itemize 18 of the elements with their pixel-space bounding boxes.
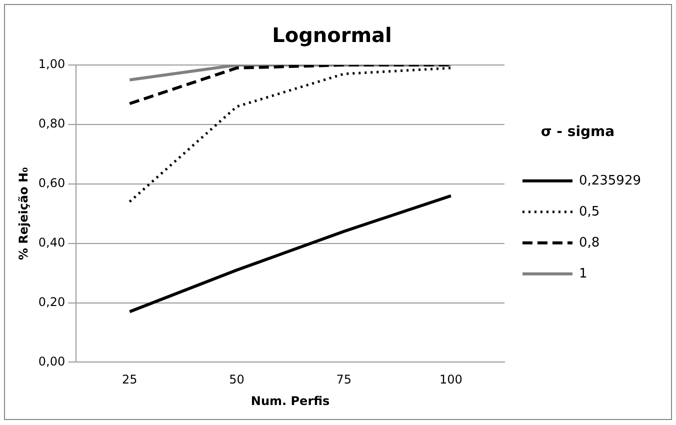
- x-tick-label: 75: [336, 372, 352, 387]
- y-axis-title: % Rejeição H₀: [16, 167, 30, 260]
- legend-label: 1: [578, 266, 588, 282]
- y-tick-label: 0,60: [38, 176, 66, 190]
- x-axis-title: Num. Perfis: [250, 394, 330, 408]
- legend-title: σ - sigma: [540, 124, 615, 140]
- legend-label: 0,5: [578, 204, 600, 220]
- y-tick-label: 0,80: [38, 116, 66, 131]
- x-tick-label: 100: [439, 372, 462, 387]
- x-tick-label: 50: [229, 372, 244, 387]
- y-tick-label: 0,00: [38, 354, 66, 368]
- legend-label: 0,8: [578, 235, 600, 250]
- chart-title: Lognormal: [272, 23, 392, 48]
- legend-label: 0,235929: [578, 173, 641, 188]
- x-tick-label: 25: [122, 372, 138, 387]
- y-tick-label: 0,20: [38, 294, 66, 309]
- y-tick-label: 1,00: [38, 57, 66, 72]
- y-tick-label: 0,40: [38, 235, 66, 250]
